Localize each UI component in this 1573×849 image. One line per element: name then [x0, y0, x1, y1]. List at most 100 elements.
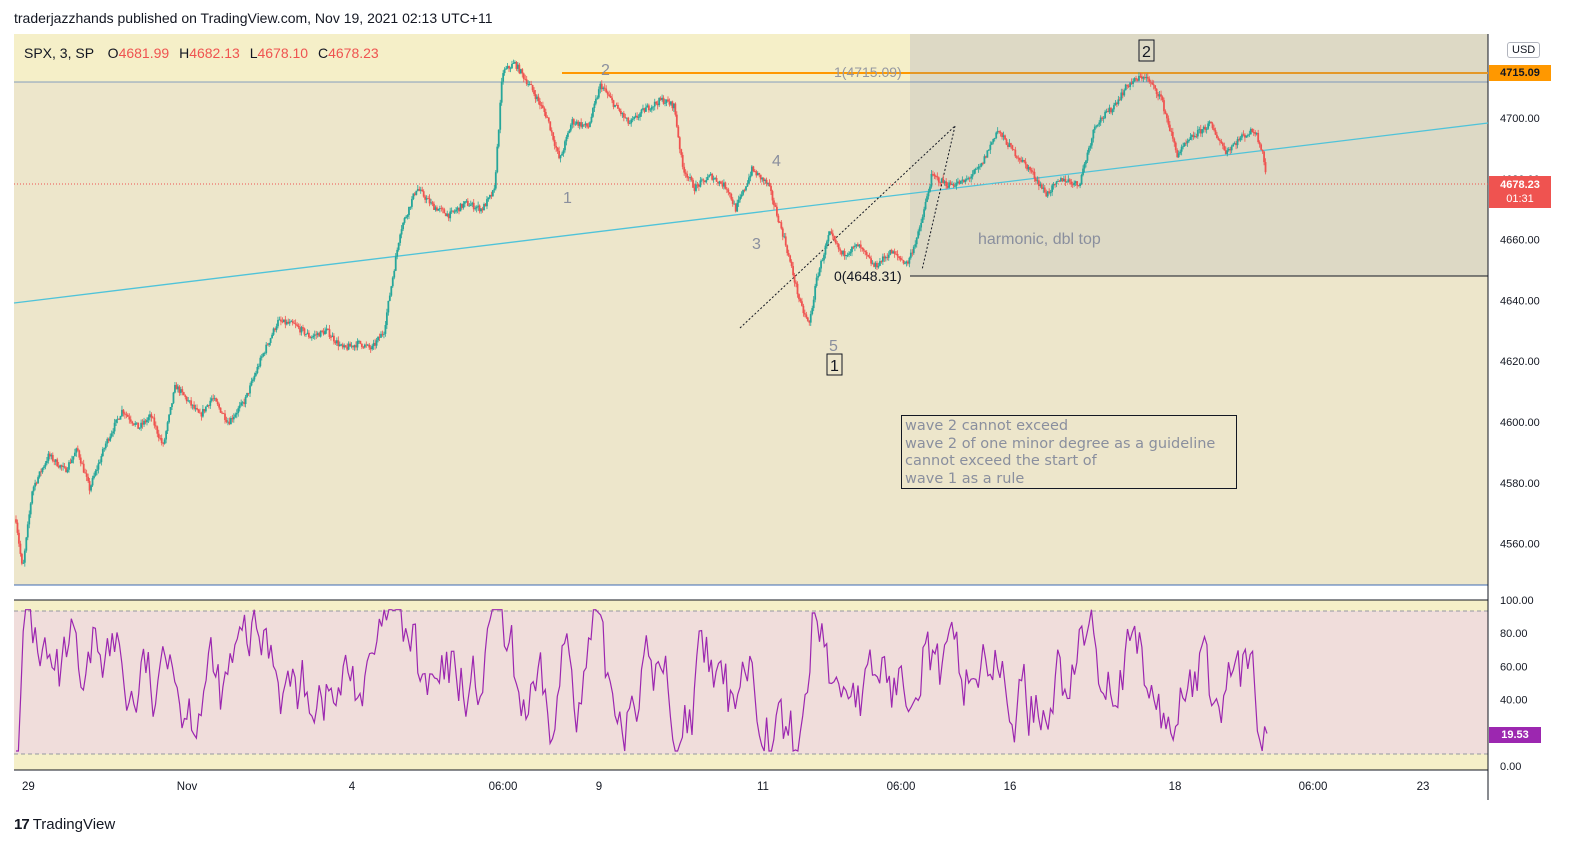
- candle-body: [1173, 138, 1176, 143]
- symbol-label[interactable]: SPX, 3, SP: [24, 45, 94, 61]
- candle-body: [430, 202, 432, 204]
- candle-body: [91, 478, 94, 486]
- candle-body: [274, 328, 276, 331]
- candle-body: [902, 260, 905, 264]
- candle-body: [879, 261, 881, 266]
- candle-body: [244, 396, 247, 405]
- candle-body: [1214, 130, 1217, 135]
- candle-body: [1021, 159, 1024, 162]
- candle-body: [678, 137, 681, 150]
- candle-body: [677, 126, 680, 138]
- candle-body: [843, 251, 846, 257]
- candle-body: [1171, 131, 1174, 139]
- candle-body: [982, 163, 984, 164]
- candle-body: [62, 466, 64, 468]
- candle-body: [665, 99, 668, 103]
- candle-body: [490, 195, 493, 197]
- candle-body: [416, 189, 419, 191]
- candle-body: [1224, 150, 1227, 154]
- candle-body: [1004, 135, 1006, 140]
- candle-body: [1168, 124, 1171, 132]
- candle-body: [821, 260, 824, 262]
- candle-body: [204, 406, 207, 412]
- candle-body: [93, 475, 95, 479]
- candle-body: [795, 282, 797, 284]
- candle-body: [246, 392, 248, 397]
- candle-body: [671, 101, 674, 109]
- candle-body: [418, 189, 421, 191]
- candle-body: [550, 130, 553, 133]
- candle-body: [509, 68, 512, 70]
- candle-body: [412, 193, 415, 200]
- candle-body: [890, 249, 893, 254]
- candle-body: [331, 335, 334, 338]
- candle-body: [174, 384, 176, 393]
- candle-body: [728, 192, 731, 194]
- candle-body: [1201, 129, 1204, 134]
- candle-body: [892, 251, 895, 254]
- candle-body: [836, 243, 839, 245]
- candle-body: [75, 448, 78, 453]
- candle-body: [812, 299, 815, 309]
- candle-body: [934, 176, 937, 177]
- candle-body: [281, 321, 284, 323]
- candle-body: [949, 182, 952, 185]
- candle-body: [811, 308, 814, 315]
- candle-body: [1216, 134, 1218, 139]
- candle-body: [343, 345, 346, 348]
- time-tick-label: Nov: [177, 781, 198, 793]
- candle-body: [1007, 144, 1009, 147]
- candle-body: [737, 199, 740, 203]
- candle-body: [672, 103, 675, 109]
- candle-body: [19, 543, 22, 554]
- candle-body: [999, 131, 1002, 133]
- candle-body: [23, 550, 26, 563]
- candle-body: [643, 108, 646, 112]
- candle-body: [84, 472, 87, 474]
- candle-body: [983, 156, 986, 164]
- candle-body: [394, 256, 397, 271]
- candle-body: [250, 381, 253, 386]
- candle-body: [151, 417, 154, 419]
- candle-body: [976, 168, 978, 170]
- candle-body: [333, 335, 335, 342]
- candle-body: [335, 340, 338, 344]
- candle-body: [316, 333, 319, 335]
- candle-body: [456, 207, 459, 210]
- candle-body: [929, 186, 931, 192]
- candle-body: [1101, 117, 1104, 119]
- candle-body: [229, 418, 232, 425]
- candle-body: [475, 207, 478, 209]
- candle-body: [867, 254, 870, 257]
- candle-body: [413, 193, 416, 195]
- candle-body: [901, 259, 903, 261]
- candle-body: [968, 177, 971, 179]
- candle-body: [559, 155, 562, 159]
- candle-body: [753, 171, 756, 172]
- candle-body: [761, 177, 764, 180]
- candle-body: [899, 257, 902, 260]
- candle-body: [85, 473, 88, 477]
- candle-body: [612, 100, 615, 107]
- candle-body: [403, 218, 406, 223]
- candle-body: [396, 249, 399, 257]
- candle-body: [390, 286, 393, 296]
- candle-body: [459, 203, 462, 212]
- candle-body: [325, 328, 328, 331]
- candle-body: [166, 422, 169, 432]
- candle-body: [461, 203, 463, 208]
- fib-level-bottom-label: 0(4648.31): [834, 268, 902, 284]
- candle-body: [216, 401, 219, 405]
- candle-body: [558, 150, 560, 159]
- candle-body: [750, 166, 753, 176]
- candle-body: [606, 92, 609, 95]
- candle-body: [605, 88, 608, 93]
- candle-body: [1008, 143, 1011, 147]
- candle-body: [746, 183, 749, 187]
- tradingview-logo[interactable]: 17 TradingView: [14, 816, 115, 833]
- candle-body: [197, 409, 200, 413]
- candle-body: [702, 179, 705, 181]
- time-tick-label: 4: [349, 781, 356, 793]
- candle-body: [1104, 111, 1107, 118]
- currency-badge[interactable]: USD: [1507, 42, 1541, 58]
